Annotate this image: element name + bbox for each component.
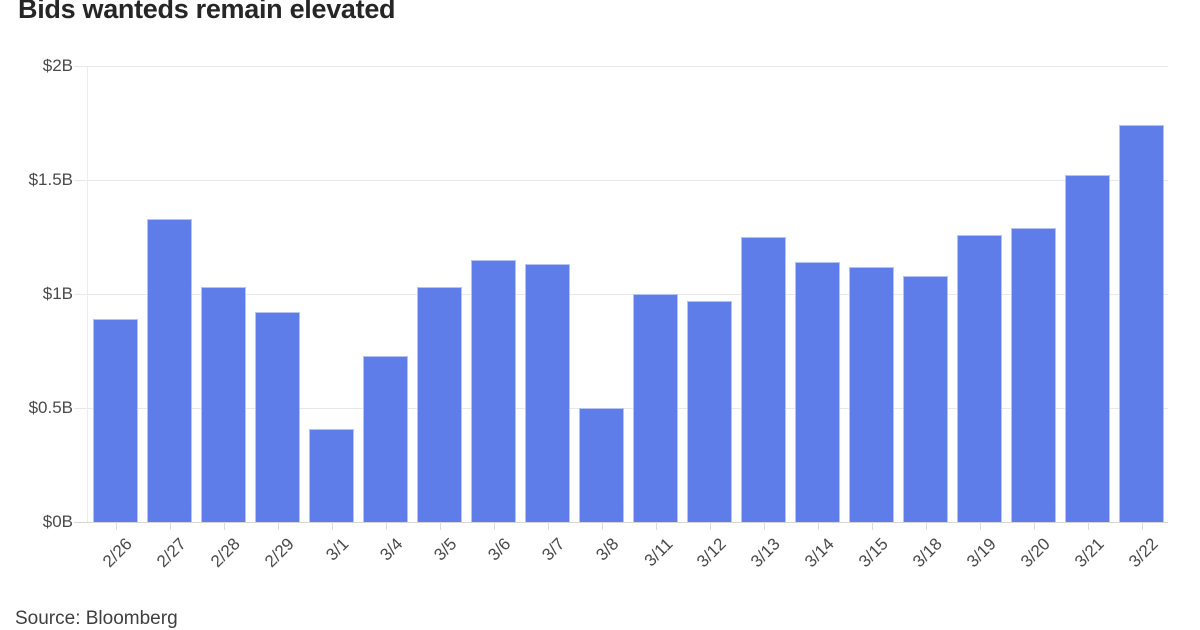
x-tick-label: 3/7 <box>538 534 569 565</box>
bar-3/1 <box>309 429 354 522</box>
bar-2/29 <box>255 312 300 522</box>
bar-3/19 <box>957 235 1002 522</box>
y-tick-label: $0.5B <box>28 398 73 417</box>
gridline <box>74 522 1168 523</box>
x-tick-label: 2/28 <box>207 534 245 572</box>
bar-3/22 <box>1119 125 1164 522</box>
bar-3/6 <box>471 260 516 522</box>
x-tick <box>817 522 819 530</box>
x-tick-label: 2/27 <box>153 534 191 572</box>
y-axis-labels: $0B $0.5B $1B $1.5B $2B <box>0 56 73 531</box>
bar-3/14 <box>795 262 840 522</box>
bar-3/8 <box>579 408 624 522</box>
bar-3/15 <box>849 267 894 522</box>
bar-3/7 <box>525 264 570 522</box>
x-tick-label: 3/13 <box>747 534 785 572</box>
x-tick <box>1141 522 1143 530</box>
x-tick <box>1087 522 1089 530</box>
x-tick-label: 3/12 <box>693 534 731 572</box>
x-tick <box>709 522 711 530</box>
x-tick-label: 3/5 <box>430 534 461 565</box>
y-tick-label: $2B <box>42 56 73 75</box>
x-tick <box>439 522 441 530</box>
bar-3/13 <box>741 237 786 522</box>
x-tick <box>871 522 873 530</box>
x-tick-label: 3/4 <box>376 534 407 565</box>
source-attribution: Source: Bloomberg <box>15 608 178 629</box>
x-tick-label: 3/18 <box>909 534 947 572</box>
bar-3/20 <box>1011 228 1056 522</box>
y-tick-label: $1.5B <box>28 170 73 189</box>
x-tick-label: 2/26 <box>99 534 137 572</box>
x-tick <box>601 522 603 530</box>
x-tick <box>493 522 495 530</box>
x-tick <box>385 522 387 530</box>
x-tick <box>655 522 657 530</box>
bar-3/4 <box>363 356 408 522</box>
y-tick-label: $0B <box>42 512 73 531</box>
x-tick-label: 3/15 <box>855 534 893 572</box>
x-tick <box>925 522 927 530</box>
x-tick-label: 3/11 <box>640 534 677 571</box>
chart-title: Bids wanteds remain elevated <box>18 0 396 24</box>
x-tick <box>277 522 279 530</box>
x-tick <box>169 522 171 530</box>
gridline <box>74 180 1168 181</box>
bar-2/26 <box>93 319 138 522</box>
x-tick-label: 3/20 <box>1017 534 1055 572</box>
bar-3/12 <box>687 301 732 522</box>
bar-3/18 <box>903 276 948 522</box>
x-tick <box>115 522 117 530</box>
x-tick <box>331 522 333 530</box>
x-tick-label: 3/14 <box>801 534 839 572</box>
bar-2/28 <box>201 287 246 522</box>
x-tick-label: 2/29 <box>261 534 299 572</box>
x-tick-label: 3/19 <box>963 534 1001 572</box>
gridline <box>74 294 1168 295</box>
x-tick-label: 3/6 <box>484 534 515 565</box>
x-tick-label: 3/21 <box>1071 534 1109 572</box>
bar-3/5 <box>417 287 462 522</box>
y-tick-label: $1B <box>42 284 73 303</box>
x-tick-label: 3/1 <box>322 534 353 565</box>
bar-2/27 <box>147 219 192 522</box>
bar-3/21 <box>1065 175 1110 522</box>
bar-3/11 <box>633 294 678 522</box>
x-tick-label: 3/22 <box>1125 534 1163 572</box>
y-axis-line <box>87 66 88 522</box>
x-tick <box>223 522 225 530</box>
gridline <box>74 66 1168 67</box>
x-tick <box>547 522 549 530</box>
x-tick <box>1033 522 1035 530</box>
x-tick <box>979 522 981 530</box>
plot-area: $0B $0.5B $1B $1.5B $2B 2/26 2/27 2/28 2/29 3/1 3… <box>29 56 1168 571</box>
x-tick-label: 3/8 <box>592 534 623 565</box>
x-tick <box>763 522 765 530</box>
